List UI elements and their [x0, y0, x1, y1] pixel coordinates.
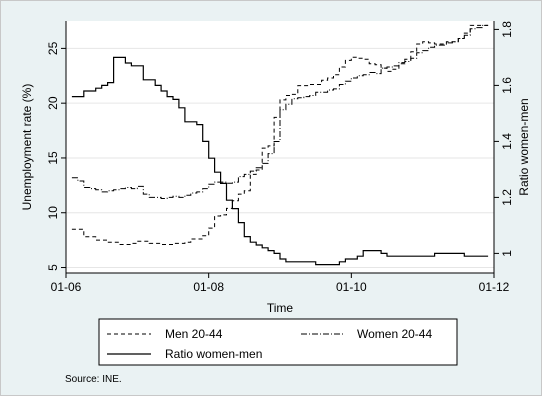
y-left-tick-label: 15	[46, 151, 60, 165]
legend-label-ratio: Ratio women-men	[165, 347, 262, 361]
y-right-tick-label: 1.6	[500, 77, 514, 94]
y-left-tick-label: 10	[46, 206, 60, 220]
series-ratio-line	[71, 56, 489, 266]
x-tick-label: 01-06	[51, 280, 82, 294]
ticks-layer: 01-06 01-08 01-10 01-12 5 10 15 20 25 1 1.2 1.4 1.6 1…	[46, 21, 514, 294]
y-left-tick-label: 5	[46, 264, 60, 271]
y-right-tick-label: 1.8	[500, 21, 514, 38]
gridlines	[66, 47, 494, 269]
x-axis-title: Time	[267, 301, 294, 315]
series-men-line	[71, 24, 489, 245]
legend: Men 20-44 Women 20-44 Ratio women-men	[98, 318, 458, 366]
y-right-tick-label: 1	[500, 250, 514, 257]
series-women-line	[71, 24, 489, 199]
x-tick-label: 01-08	[193, 280, 224, 294]
legend-label-women: Women 20-44	[357, 327, 432, 341]
x-tick-label: 01-12	[479, 280, 510, 294]
y-left-tick-label: 20	[46, 96, 60, 110]
legend-box	[98, 318, 458, 366]
x-tick-label: 01-10	[336, 280, 367, 294]
y-axis-left-title: Unemployment rate (%)	[20, 84, 34, 211]
legend-label-men: Men 20-44	[165, 327, 223, 341]
source-note: Source: INE.	[65, 374, 122, 385]
series-layer	[71, 24, 489, 266]
y-left-tick-label: 25	[46, 41, 60, 55]
y-right-tick-label: 1.4	[500, 133, 514, 150]
y-right-tick-label: 1.2	[500, 189, 514, 206]
plot-area	[66, 21, 494, 273]
axes-layer	[65, 21, 495, 274]
y-axis-right-title: Ratio women-men	[517, 98, 531, 195]
